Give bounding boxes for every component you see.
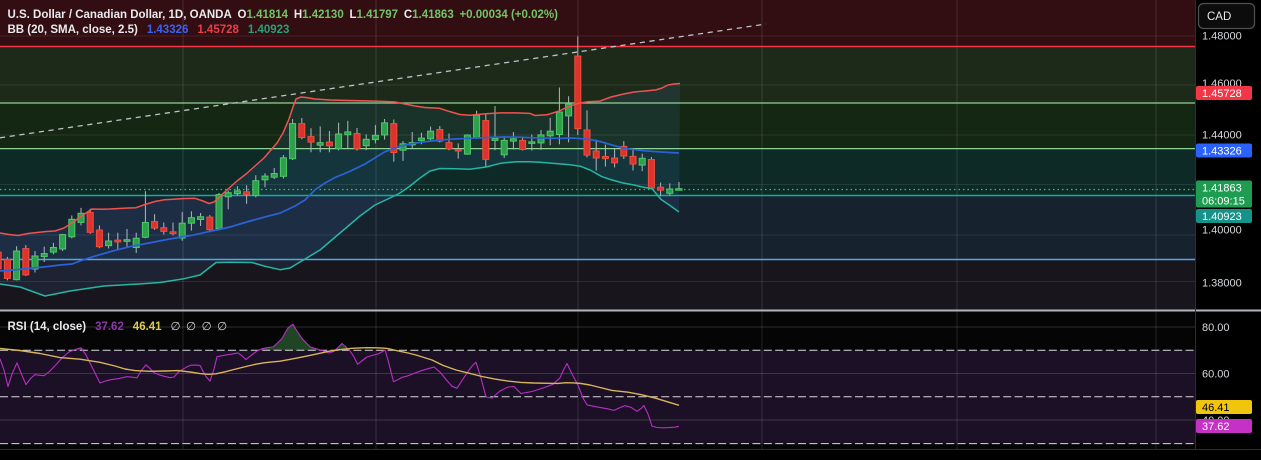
svg-text:RSI (14, close) 37.62 46.41: RSI (14, close) 37.62 46.41 ∅ ∅ ∅ ∅ — [8, 321, 228, 333]
svg-text:1.40923: 1.40923 — [1202, 211, 1242, 223]
svg-text:06:09:15: 06:09:15 — [1202, 195, 1245, 207]
svg-text:1.44000: 1.44000 — [1202, 130, 1242, 142]
svg-text:46.41: 46.41 — [1202, 402, 1230, 414]
svg-text:1.41863: 1.41863 — [1202, 182, 1242, 194]
svg-text:1.45728: 1.45728 — [1202, 88, 1242, 100]
svg-text:1.48000: 1.48000 — [1202, 31, 1242, 43]
svg-text:BB (20, SMA, close, 2.5) 1.43: BB (20, SMA, close, 2.5) 1.43326 1.45728… — [8, 24, 290, 36]
svg-text:37.62: 37.62 — [1202, 421, 1230, 433]
svg-text:1.43326: 1.43326 — [1202, 145, 1242, 157]
svg-text:1.40000: 1.40000 — [1202, 225, 1242, 237]
svg-text:60.00: 60.00 — [1202, 369, 1230, 381]
svg-text:1.38000: 1.38000 — [1202, 278, 1242, 290]
svg-text:CAD: CAD — [1207, 11, 1231, 23]
svg-text:80.00: 80.00 — [1202, 322, 1230, 334]
svg-text:U.S. Dollar / Canadian Dollar,: U.S. Dollar / Canadian Dollar, 1D, OANDA… — [8, 9, 559, 21]
